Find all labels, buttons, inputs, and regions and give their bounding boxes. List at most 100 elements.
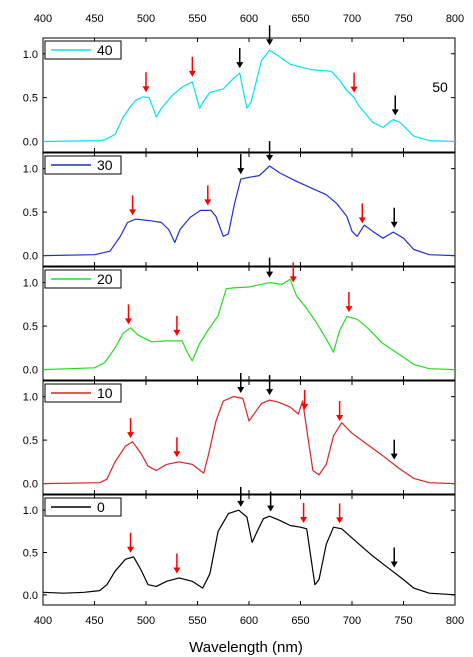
red-arrow-head [358,217,366,224]
black-arrow-head [266,271,274,278]
black-arrow-head [266,155,274,162]
red-arrow [345,292,353,313]
black-arrow-head [267,505,275,512]
black-arrow [236,48,244,69]
panels: 0.0 0.5 1.0 40 0.0 0.5 1.0 30 0.0 0.5 1.0 20 0.0 0.5 1… [23,25,456,606]
series-line-20 [42,278,456,371]
y-tick-label: 0.5 [23,435,38,447]
panel-4: 0.0 0.5 1.0 0 [23,486,456,606]
panel-0: 0.0 0.5 1.0 40 [23,25,456,153]
red-arrow-head [129,209,137,216]
x-axis-title: Wavelength (nm) [189,639,303,656]
series-line-0 [42,509,456,596]
black-arrow [390,547,398,568]
legend-1: 30 [44,155,122,175]
red-arrow [173,437,181,458]
red-arrow-head [124,318,132,325]
legend-3: 10 [44,383,122,403]
x-tick-label: 450 [85,615,103,627]
red-arrow-head [289,276,297,283]
red-arrow [127,418,135,439]
top-x-tick-label: 800 [446,13,464,25]
red-arrow-head [301,403,309,410]
black-arrow-head [390,453,398,460]
red-arrow-head [127,432,135,439]
black-arrow-head [390,221,398,228]
black-arrow [237,486,245,507]
top-x-tick-label: 700 [343,13,361,25]
black-arrow [391,95,399,116]
top-x-tick-label: 550 [188,13,206,25]
red-arrow [173,553,181,574]
x-tick-label: 550 [188,615,206,627]
red-arrow-head [336,414,344,421]
top-x-tick-label: 500 [137,13,155,25]
red-arrow-head [336,517,344,524]
black-arrow-head [391,109,399,116]
x-tick-label: 400 [34,615,52,627]
black-arrow [267,491,275,512]
red-arrow [301,389,309,410]
panel-annotation: 50 [432,79,448,95]
panel-3: 0.0 0.5 1.0 10 [23,372,456,495]
black-arrow-head [237,168,245,175]
y-tick-label: 0.5 [23,207,38,219]
y-tick-label: 1.0 [23,392,38,404]
red-arrow [124,304,132,325]
y-tick-label: 0.0 [23,590,38,602]
red-arrow-head [173,329,181,336]
red-arrow [127,532,135,553]
y-tick-label: 1.0 [23,49,38,61]
red-arrow [336,503,344,524]
red-arrow-head [173,567,181,574]
legend-label: 0 [97,499,105,515]
red-arrow-head [142,86,150,93]
top-x-tick-label: 750 [394,13,412,25]
panel-1: 0.0 0.5 1.0 30 [23,141,456,267]
series-line-10 [42,396,456,485]
black-arrow-head [390,561,398,568]
y-tick-label: 0.5 [23,548,38,560]
series-line-30 [42,165,456,257]
top-x-tick-label: 650 [291,13,309,25]
y-tick-label: 0.5 [23,321,38,333]
black-arrow-head [236,62,244,69]
y-tick-label: 1.0 [23,278,38,290]
y-tick-label: 0.0 [23,479,38,491]
y-tick-label: 0.0 [23,251,38,263]
red-arrow [358,203,366,224]
legend-label: 40 [97,42,113,58]
black-arrow [237,372,245,393]
black-arrow [390,439,398,460]
red-arrow-head [300,517,308,523]
legend-0: 40 [44,40,122,60]
legend-label: 10 [97,385,113,401]
black-arrow-head [237,500,245,507]
legend-label: 20 [97,271,113,287]
black-arrow [390,207,398,228]
y-tick-label: 1.0 [23,164,38,176]
red-arrow [204,185,212,206]
red-arrow-head [204,199,212,206]
bottom-axis: 400 450 500 550 600 650 700 750 800 [34,615,464,627]
red-arrow-head [173,451,181,458]
black-arrow [266,375,274,396]
x-tick-label: 500 [137,615,155,627]
y-tick-label: 0.0 [23,136,38,148]
y-tick-label: 0.0 [23,365,38,377]
x-tick-label: 600 [240,615,258,627]
black-arrow [266,141,274,162]
x-tick-label: 800 [446,615,464,627]
series-line-40 [42,49,456,143]
top-x-tick-label: 600 [240,13,258,25]
y-tick-label: 0.5 [23,93,38,105]
red-arrow-head [350,86,358,93]
red-arrow [142,72,150,93]
panel-2: 0.0 0.5 1.0 20 [23,257,456,381]
red-arrow [129,195,137,216]
black-arrow [266,25,274,46]
red-arrow [300,503,308,523]
y-tick-label: 1.0 [23,505,38,517]
x-tick-label: 750 [394,615,412,627]
